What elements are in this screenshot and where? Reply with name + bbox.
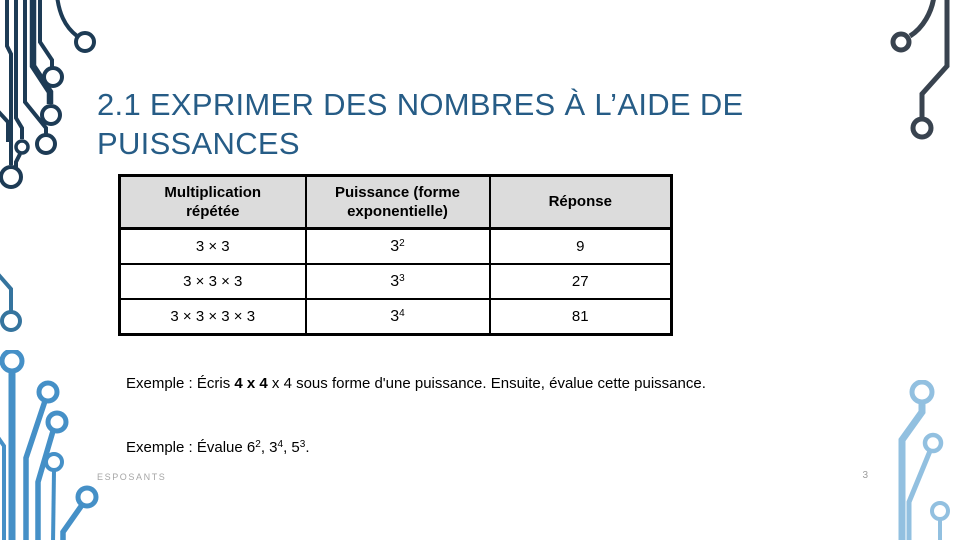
power-term: 34, [269, 439, 292, 456]
table-header-row: Multiplication répétée Puissance (forme … [118, 174, 673, 230]
cell-multiplication: 3 × 3 [118, 227, 307, 265]
table-row: 3 × 3 × 3 33 27 [118, 263, 673, 300]
column-header-puissance: Puissance (forme exponentielle) [304, 174, 491, 230]
cell-multiplication: 3 × 3 × 3 [118, 263, 307, 300]
circuit-decoration-middle-left-icon [0, 273, 22, 332]
column-header-reponse: Réponse [488, 174, 673, 230]
table-row: 3 × 3 × 3 × 3 34 81 [118, 298, 673, 336]
circuit-decoration-bottom-left-icon [0, 350, 99, 540]
example-line-1: Exemple : Écris 4 x 4 x 4 sous forme d'u… [126, 375, 706, 392]
circuit-decoration-bottom-right-icon [898, 380, 950, 540]
footer-label: ESPOSANTS [97, 472, 167, 482]
cell-reponse: 9 [488, 227, 673, 265]
power-term: 53. [291, 439, 310, 456]
cell-puissance: 32 [304, 227, 491, 265]
cell-multiplication: 3 × 3 × 3 × 3 [118, 298, 307, 336]
cell-reponse: 27 [488, 263, 673, 300]
cell-reponse: 81 [488, 298, 673, 336]
slide-title: 2.1 EXPRIMER DES NOMBRES À L’AIDE DE PUI… [97, 86, 744, 161]
circuit-decoration-top-left-icon [0, 0, 96, 189]
cell-puissance: 34 [304, 298, 491, 336]
cell-puissance: 33 [304, 263, 491, 300]
column-header-multiplication: Multiplication répétée [118, 174, 307, 230]
table-row: 3 × 3 32 9 [118, 227, 673, 265]
powers-table: Multiplication répétée Puissance (forme … [118, 174, 673, 336]
example-line-2: Exemple : Évalue 62, 34, 53. [126, 439, 310, 456]
power-term: 62, [246, 439, 270, 456]
page-number: 3 [862, 470, 868, 481]
